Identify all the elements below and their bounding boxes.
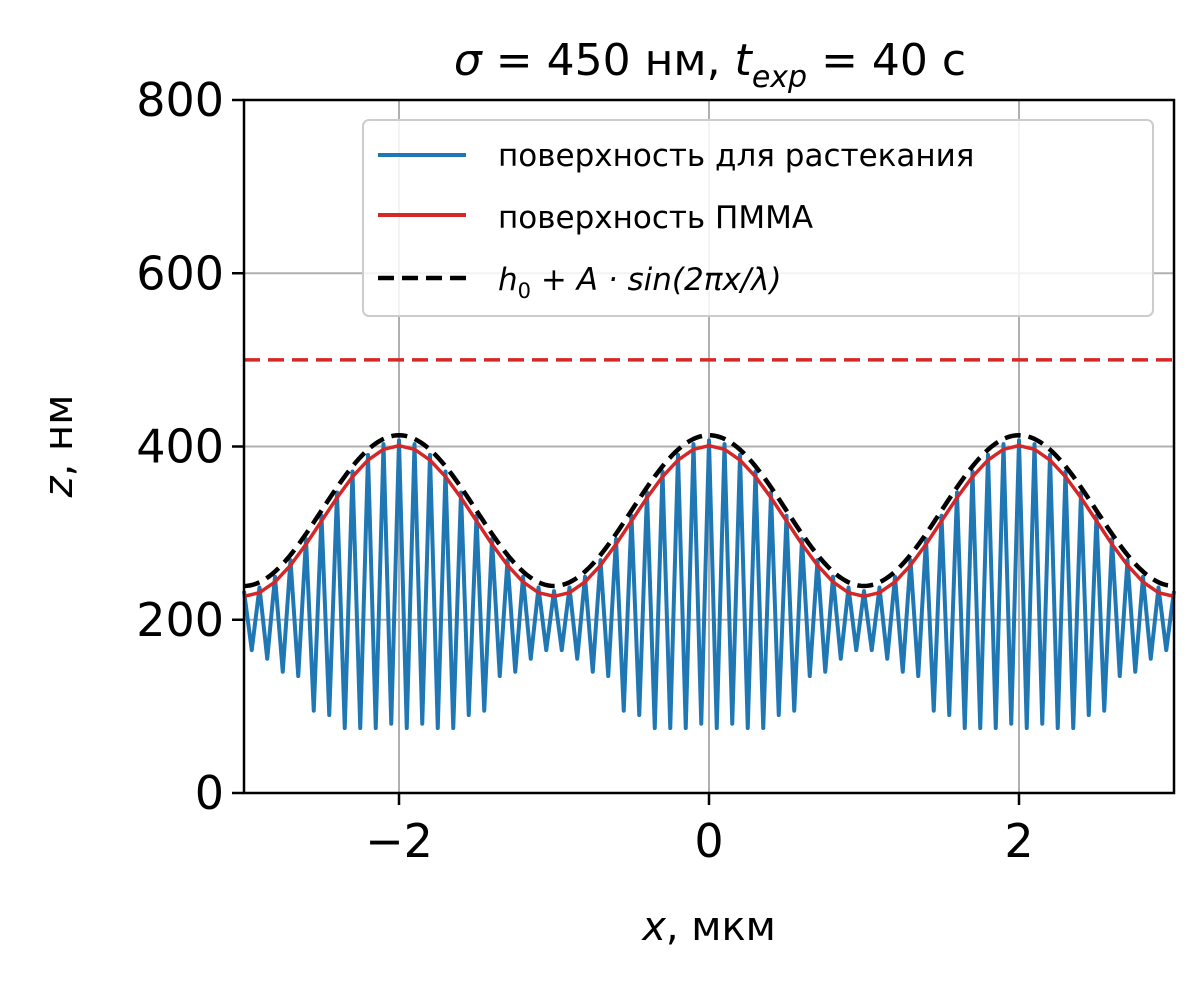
y-tick-label-3: 600	[136, 246, 224, 300]
legend-h-subscript: 0	[518, 279, 531, 303]
y-axis-unit: , нм	[36, 395, 82, 477]
title-sigma: σ	[454, 35, 483, 86]
y-tick-label-2: 400	[136, 420, 224, 474]
series-group	[242, 358, 1176, 731]
legend-h: h	[498, 262, 518, 298]
title-t: t	[735, 35, 754, 86]
legend-formula-rest: + A · sin(2πx/λ)	[531, 262, 782, 298]
series-pmma-surface-line	[243, 443, 1175, 599]
y-tick-label-4: 800	[136, 73, 224, 127]
legend-label-spreading-surface: поверхность для растекания	[498, 138, 974, 174]
x-tick-label-0: −2	[365, 814, 433, 868]
legend-label-pmma-surface: поверхность ПММА	[498, 200, 813, 236]
y-axis-label: z, нм	[36, 395, 82, 499]
ticks: −2 0 2 0 200 400 600 800	[136, 73, 1033, 868]
y-tick-label-1: 200	[136, 593, 224, 647]
x-axis-symbol: x	[640, 904, 666, 950]
x-axis-label: x, мкм	[640, 904, 776, 950]
legend-box	[362, 119, 1154, 317]
chart-title: σ = 450 нм, texp = 40 с	[454, 35, 966, 95]
x-tick-label-2: 2	[1004, 814, 1033, 868]
title-sigma-text: = 450 нм,	[482, 35, 735, 86]
y-axis-symbol: z	[36, 475, 82, 498]
y-tick-label-0: 0	[195, 766, 224, 820]
series-spreading-surface-line	[242, 438, 1176, 731]
title-t-text: = 40 с	[807, 35, 966, 86]
x-tick-label-1: 0	[694, 814, 723, 868]
x-axis-unit: , мкм	[666, 904, 776, 950]
title-t-subscript: exp	[752, 60, 807, 95]
legend-label-sine-fit: h0 + A · sin(2πx/λ)	[498, 262, 782, 303]
legend: поверхность для растекания поверхность П…	[362, 119, 1154, 317]
series-sine-fit-line	[243, 432, 1175, 589]
